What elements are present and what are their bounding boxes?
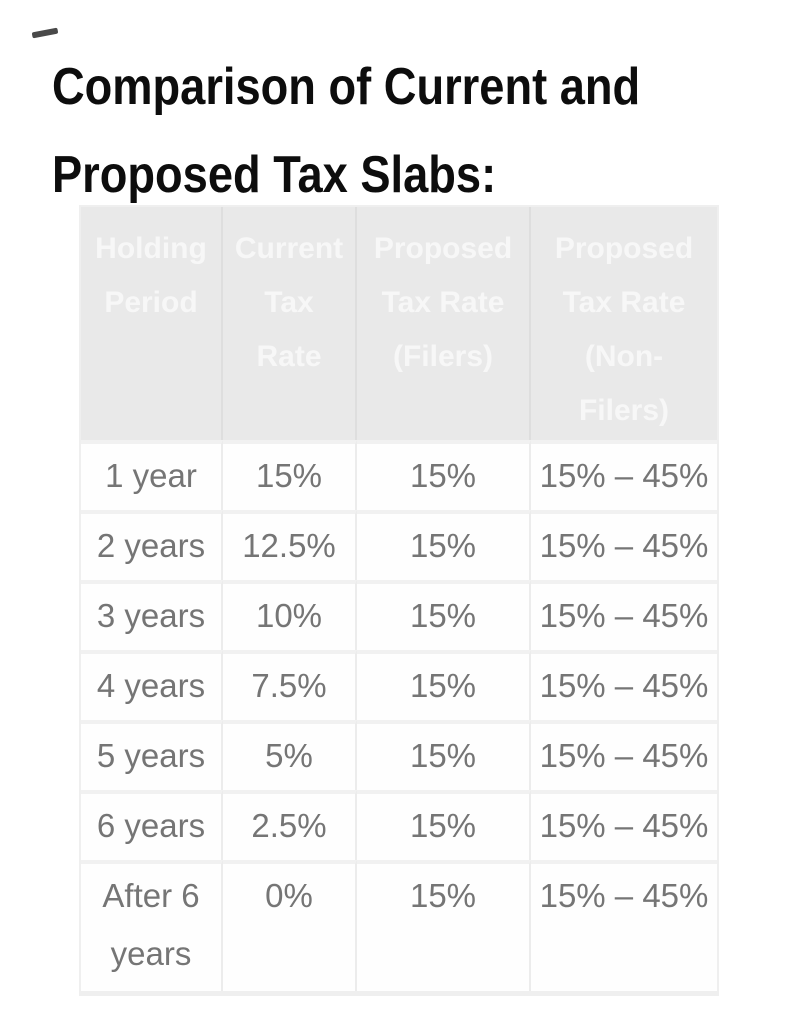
table-cell: 0%: [223, 860, 357, 991]
header-row: Holding Period Current Tax Rate Proposed Tax…: [81, 207, 717, 440]
table-cell: 15% – 45%: [531, 720, 717, 790]
column-header-holding-period: Holding Period: [81, 207, 223, 440]
table-cell: 15%: [357, 720, 531, 790]
column-header-proposed-tax-rate-filers: Proposed Tax Rate (Filers): [357, 207, 531, 440]
table-cell: 2.5%: [223, 790, 357, 860]
page-title: Comparison of Current and Proposed Tax Sl…: [52, 57, 641, 204]
table-cell: 1 year: [81, 440, 223, 510]
table-row: 2 years 12.5% 15% 15% – 45%: [81, 510, 717, 580]
table-row: 5 years 5% 15% 15% – 45%: [81, 720, 717, 790]
table-cell: 15%: [357, 510, 531, 580]
table-cell: 15% – 45%: [531, 580, 717, 650]
table-cell: 15%: [223, 440, 357, 510]
table-cell: 10%: [223, 580, 357, 650]
tax-slabs-table: Holding Period Current Tax Rate Proposed Tax…: [79, 205, 719, 996]
table-cell: 6 years: [81, 790, 223, 860]
column-header-proposed-tax-rate-non-filers: Proposed Tax Rate (Non- Filers): [531, 207, 717, 440]
table-row: 4 years 7.5% 15% 15% – 45%: [81, 650, 717, 720]
table-cell: 12.5%: [223, 510, 357, 580]
column-header-current-tax-rate: Current Tax Rate: [223, 207, 357, 440]
table-cell: 15%: [357, 860, 531, 991]
table-cell: 15% – 45%: [531, 650, 717, 720]
table-cell: 15% – 45%: [531, 860, 717, 991]
table-row: 3 years 10% 15% 15% – 45%: [81, 580, 717, 650]
table-cell: 15%: [357, 650, 531, 720]
table-cell: 5%: [223, 720, 357, 790]
table-cell: 5 years: [81, 720, 223, 790]
stray-mark: [31, 27, 59, 39]
table-cell: 15%: [357, 440, 531, 510]
table-cell: 15%: [357, 790, 531, 860]
table-cell: 15% – 45%: [531, 790, 717, 860]
table-row: 1 year 15% 15% 15% – 45%: [81, 440, 717, 510]
table-cell: 15%: [357, 580, 531, 650]
table-cell: 4 years: [81, 650, 223, 720]
table-cell: 7.5%: [223, 650, 357, 720]
table-cell: 3 years: [81, 580, 223, 650]
table-cell: 15% – 45%: [531, 440, 717, 510]
table-cell: 15% – 45%: [531, 510, 717, 580]
table-row: 6 years 2.5% 15% 15% – 45%: [81, 790, 717, 860]
table-cell: 2 years: [81, 510, 223, 580]
tax-comparison-table-container: Holding Period Current Tax Rate Proposed Tax…: [79, 205, 719, 996]
table-cell: After 6 years: [81, 860, 223, 991]
table-row: After 6 years 0% 15% 15% – 45%: [81, 860, 717, 991]
